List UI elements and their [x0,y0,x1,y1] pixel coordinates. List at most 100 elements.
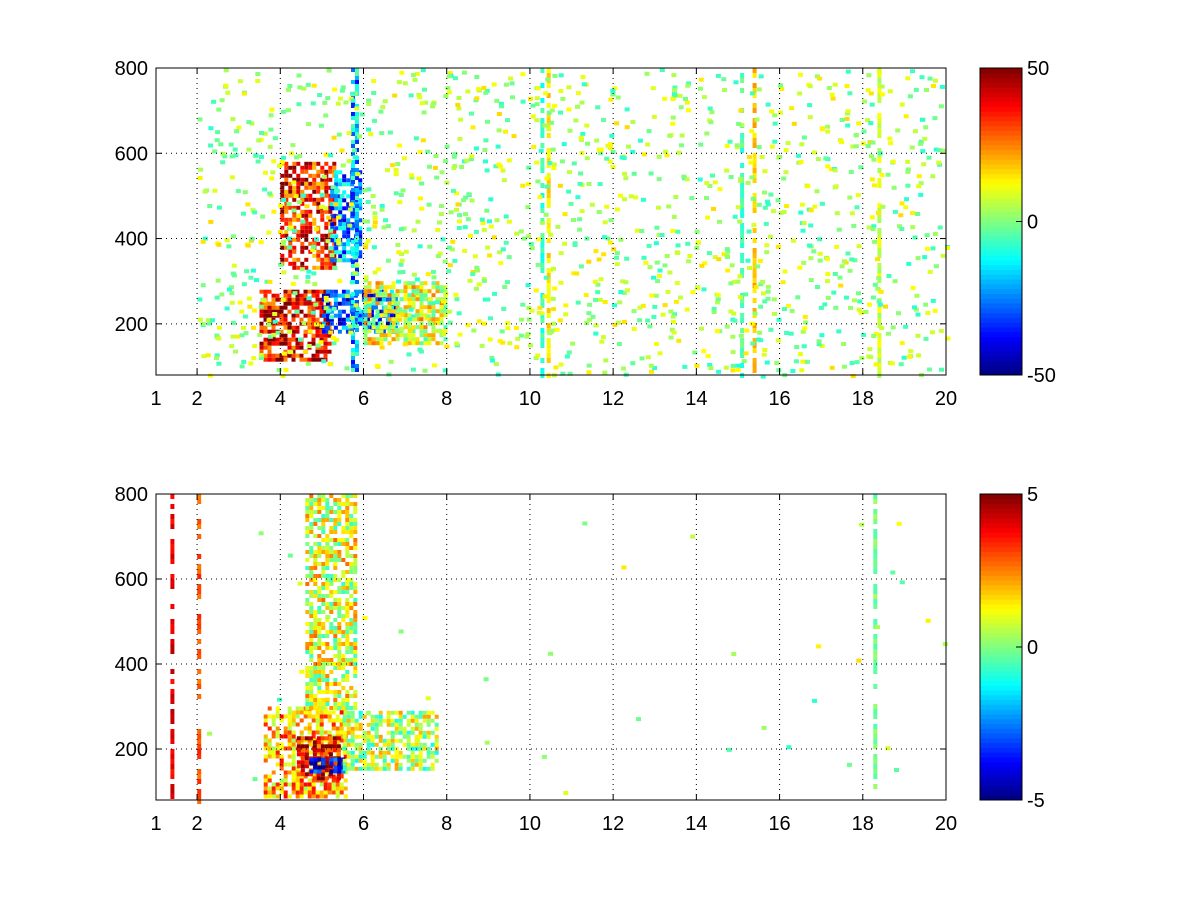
heatmap-scatter-cell [550,147,556,152]
heatmap-scatter-cell [397,200,403,205]
heatmap-stripe-cell [740,258,745,263]
heatmap-cell [415,341,420,346]
heatmap-scatter-cell [323,113,329,118]
heatmap-cell [367,341,372,346]
heatmap-cell [325,289,330,294]
heatmap-cell [316,173,321,178]
heatmap-cell [358,234,363,239]
heatmap-stripe-cell [752,288,757,293]
heatmap-stripe-cell [877,73,882,78]
heatmap-stripe-cell [752,193,757,198]
heatmap-cell [351,348,355,352]
colorbar-step [980,351,1022,357]
heatmap-scatter-cell [640,197,646,202]
heatmap-cell [330,194,335,199]
colorbar-step [980,298,1022,304]
heatmap-cell [279,309,284,314]
heatmap-cell [313,518,318,522]
heatmap-cell [288,185,293,190]
heatmap-scatter-cell [886,274,892,278]
heatmap-scatter-cell [598,147,604,152]
heatmap-cell [403,333,408,338]
heatmap-scatter-cell [646,243,652,248]
heatmap-stripe-cell [740,233,745,238]
heatmap-scatter-cell [926,367,932,372]
heatmap-cell [311,325,316,330]
heatmap-cell [319,738,324,743]
heatmap-scatter-cell [799,202,805,207]
heatmap-scatter-cell [637,318,643,323]
heatmap-cell [263,305,268,310]
heatmap-scatter-cell [326,308,332,313]
heatmap-cell [406,754,411,759]
heatmap-scatter-cell [869,154,874,159]
heatmap-scatter-cell [229,175,235,180]
heatmap-scatter-cell [817,76,823,81]
heatmap-cell [349,570,354,574]
heatmap-cell [362,714,367,719]
heatmap-cell [313,674,318,678]
heatmap-cell [378,718,383,723]
heatmap-scatter-cell [730,334,736,339]
heatmap-scatter-cell [488,316,493,321]
heatmap-scatter-cell [559,159,565,164]
heatmap-scatter-cell [461,70,467,75]
heatmap-cell [375,309,380,314]
heatmap-scatter-cell [707,184,713,188]
heatmap-scatter-cell [687,254,693,258]
heatmap-cell [271,786,276,791]
heatmap-cell [341,662,346,666]
heatmap-stripe-cell [197,569,202,574]
heatmap-cell [288,165,293,170]
heatmap-cell [331,782,336,787]
heatmap-cell [291,754,296,759]
colorbar-step [980,623,1022,629]
heatmap-cell [382,758,387,763]
heatmap-cell [328,261,333,266]
heatmap-stripe-cell [873,519,878,524]
heatmap-cell [328,748,333,753]
heatmap-cell [329,670,334,674]
heatmap-scatter-cell [784,204,790,209]
heatmap-cell [303,774,308,779]
heatmap-cell [394,758,399,763]
heatmap-cell [382,766,387,771]
heatmap-cell [367,281,372,286]
heatmap-cell [313,678,318,682]
heatmap-stripe-cell [170,789,175,794]
heatmap-scatter-cell [237,300,243,305]
heatmap-cell [320,744,325,749]
heatmap-scatter-cell [913,307,919,312]
colorbar-step [980,517,1022,524]
heatmap-cell [337,666,342,670]
heatmap-scatter-cell [758,74,764,79]
heatmap-scatter-cell [939,84,945,89]
heatmap-scatter-cell [325,239,331,244]
heatmap-cell [311,321,316,326]
heatmap-cell [350,730,355,735]
heatmap-scatter-cell [301,321,307,326]
heatmap-cell [329,761,334,766]
heatmap-cell [354,742,359,747]
heatmap-cell [333,590,338,594]
heatmap-cell [288,261,293,266]
colorbar-step [980,790,1022,796]
heatmap-cell [275,746,280,751]
heatmap-scatter-cell [829,365,835,370]
heatmap-scatter-cell [673,299,679,304]
heatmap-stripe-cell [740,223,745,228]
heatmap-scatter-cell [653,293,659,298]
heatmap-cell [337,650,342,654]
heatmap-scatter-cell [665,289,671,294]
heatmap-cell [305,698,310,702]
heatmap-cell [434,742,439,747]
heatmap-stripe-cell [740,143,745,148]
heatmap-cell [382,718,387,723]
heatmap-scatter-cell [738,333,744,338]
heatmap-cell [267,786,272,791]
heatmap-scatter-cell [437,328,443,333]
heatmap-stripe-cell [877,363,882,368]
heatmap-scatter-cell [614,207,620,212]
heatmap-cell [307,730,312,735]
heatmap-cell [411,329,416,334]
